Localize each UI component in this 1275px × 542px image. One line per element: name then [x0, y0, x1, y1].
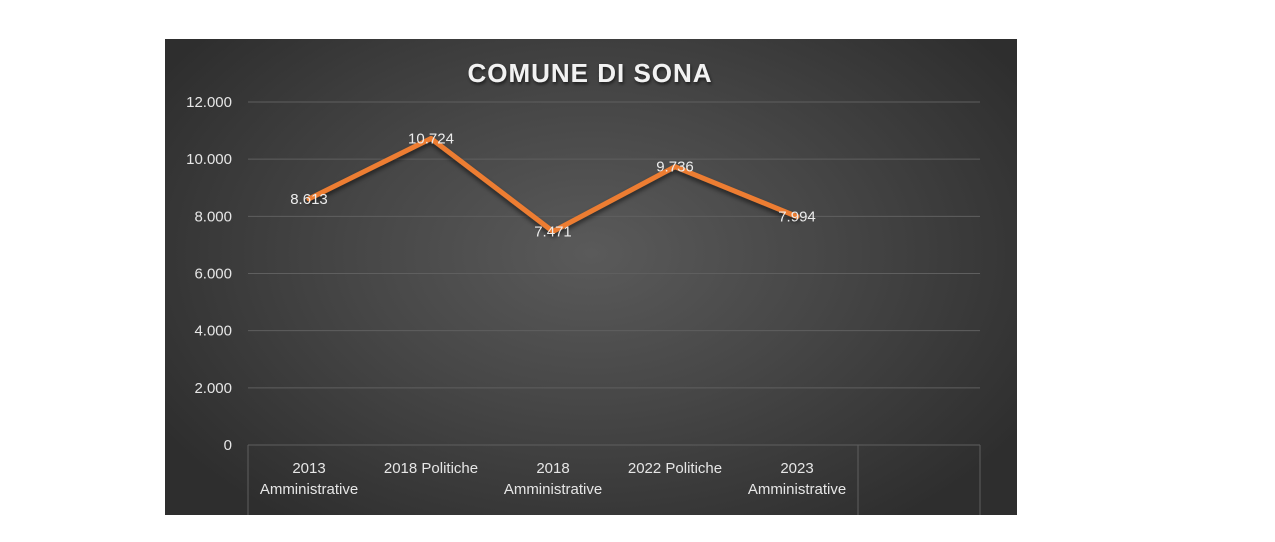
series-line-group: [306, 135, 800, 234]
y-tick-label: 8.000: [194, 208, 232, 225]
y-tick-label: 12.000: [186, 94, 232, 111]
chart-title: COMUNE DI SONA: [467, 58, 712, 88]
x-category-label: 2022 Politiche: [628, 460, 722, 477]
data-labels: 8.613 10.724 7.471 9.736 7.994: [290, 130, 816, 240]
line-chart: COMUNE DI SONA 0 2.000 4.000 6.000 8.000 10.0…: [186, 58, 981, 515]
data-label: 9.736: [656, 159, 694, 176]
y-tick-label: 2.000: [194, 380, 232, 397]
x-category-label: 2018 Politiche: [384, 460, 478, 477]
data-label: 7.471: [534, 223, 572, 240]
y-tick-label: 0: [224, 437, 232, 454]
data-point: [306, 196, 312, 202]
data-point: [672, 164, 678, 170]
series-line: [306, 135, 800, 234]
y-tick-label: 10.000: [186, 151, 232, 168]
axes: 0 2.000 4.000 6.000 8.000 10.000 12.000 2013 Amm…: [186, 94, 981, 515]
x-category-label: 2018 Amministrative: [504, 460, 602, 498]
y-tick-label: 4.000: [194, 323, 232, 340]
data-label: 7.994: [778, 209, 816, 226]
x-category-label: 2013 Amministrative: [260, 460, 358, 498]
grid-lines: [248, 101, 980, 389]
y-tick-label: 6.000: [194, 266, 232, 283]
data-label: 10.724: [408, 130, 454, 147]
x-category-label: 2023 Amministrative: [748, 460, 846, 498]
data-point: [550, 228, 556, 234]
data-point: [794, 214, 800, 220]
chart-panel: COMUNE DI SONA 0 2.000 4.000 6.000 8.000 10.0…: [165, 39, 1017, 515]
data-label: 8.613: [290, 191, 328, 208]
data-point: [428, 135, 434, 141]
